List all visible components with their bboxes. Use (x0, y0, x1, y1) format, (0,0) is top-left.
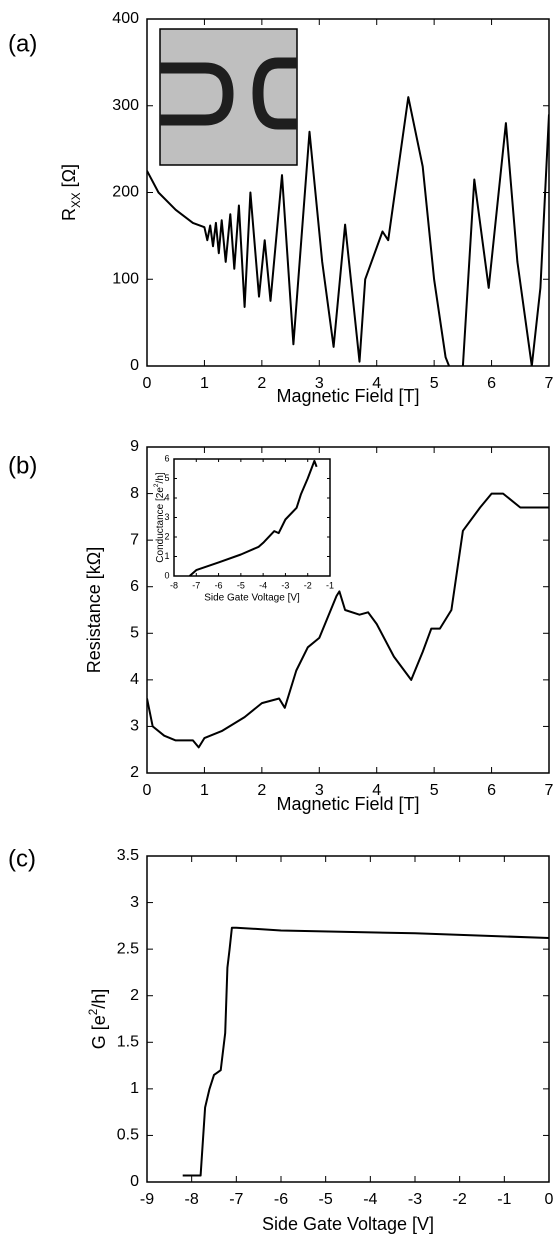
y-axis-label: Conductance [2e2/h] (153, 472, 165, 563)
y-tick-label: 1.5 (117, 1034, 139, 1051)
y-axis-label-part: 2 (87, 1009, 100, 1016)
x-tick-label: -5 (319, 1191, 333, 1208)
data-line (188, 459, 318, 576)
x-tick-label: -9 (140, 1191, 154, 1208)
y-axis-label-part: XX (70, 192, 83, 208)
y-axis-label-part: 2 (153, 483, 160, 487)
panel: -8 -7 -6 -5 -4 -3 -2 -1 0 1 2 3 4 5 6 Side Gate Voltage… (153, 453, 334, 603)
x-tick-label: -4 (363, 1191, 377, 1208)
y-tick-label: 2 (130, 987, 139, 1004)
x-tick-label: 0 (143, 375, 152, 392)
y-tick-label: 2.5 (117, 940, 139, 957)
data-line (147, 96, 549, 366)
x-tick-label: -6 (215, 580, 223, 590)
x-tick-label: -2 (453, 1191, 467, 1208)
y-tick-label: 4 (130, 671, 139, 688)
x-tick-label: 3 (315, 782, 324, 799)
y-tick-label: 100 (112, 270, 139, 287)
y-tick-label: 0 (130, 357, 139, 374)
panel-label: (a) (8, 30, 37, 57)
panel-label: (c) (8, 845, 36, 872)
plot-frame (146, 855, 550, 1183)
panel: 0 1 2 3 4 5 6 7 0 100 200 300 400 Magnetic Field [T] R… (8, 10, 554, 406)
panel-label: (b) (8, 452, 37, 479)
x-axis-label: Side Gate Voltage [V] (204, 593, 300, 604)
y-tick-label: 0 (164, 570, 169, 580)
panel: -9 -8 -7 -6 -5 -4 -3 -2 -1 0 0 0.5 1 1.5 2 2.5 3 3.5 Side … (8, 845, 554, 1233)
y-axis-label-part: Conductance [2e (155, 487, 166, 563)
x-tick-label: 0 (545, 1191, 554, 1208)
y-tick-label: 3 (130, 718, 139, 735)
x-tick-label: -3 (281, 580, 289, 590)
y-tick-label: 6 (164, 453, 169, 463)
y-tick-label: 7 (130, 531, 139, 548)
plot-frame (146, 446, 550, 774)
x-tick-label: -8 (185, 1191, 199, 1208)
y-axis-label-part: /h] (89, 989, 109, 1009)
y-tick-label: 200 (112, 184, 139, 201)
x-tick-label: -7 (192, 580, 200, 590)
plot-frame (146, 18, 550, 367)
y-tick-label: 400 (112, 10, 139, 27)
y-tick-label: 1 (130, 1080, 139, 1097)
x-tick-label: -1 (326, 580, 334, 590)
x-tick-label: 1 (200, 782, 209, 799)
x-tick-label: 7 (545, 782, 554, 799)
y-tick-label: 2 (130, 764, 139, 781)
y-tick-label: 9 (130, 438, 139, 455)
x-axis-label: Magnetic Field [T] (276, 386, 419, 406)
data-line (147, 492, 549, 749)
y-axis-label: Resistance [kΩ] (84, 547, 104, 674)
y-tick-label: 3 (164, 512, 169, 522)
x-axis-label: Side Gate Voltage [V] (262, 1214, 434, 1234)
x-tick-label: -5 (237, 580, 245, 590)
y-axis-label: RXX [Ω] (59, 164, 83, 221)
inset-image (159, 28, 298, 166)
x-tick-label: 5 (430, 782, 439, 799)
y-tick-label: 3.5 (117, 847, 139, 864)
x-tick-label: 7 (545, 375, 554, 392)
x-tick-label: 2 (257, 782, 266, 799)
y-tick-label: 6 (130, 578, 139, 595)
plot-frame (173, 458, 331, 577)
x-tick-label: 4 (372, 782, 381, 799)
x-tick-label: 2 (257, 375, 266, 392)
x-tick-label: 6 (487, 782, 496, 799)
x-tick-label: 4 (372, 375, 381, 392)
y-axis-label-part: R (59, 208, 79, 221)
y-tick-label: 1 (164, 551, 169, 561)
y-tick-label: 4 (164, 492, 169, 502)
y-tick-label: 0.5 (117, 1127, 139, 1144)
y-axis-label: G [e2/h] (87, 989, 109, 1050)
x-tick-label: -7 (229, 1191, 243, 1208)
x-tick-label: -6 (274, 1191, 288, 1208)
y-tick-label: 5 (130, 625, 139, 642)
x-tick-label: -8 (170, 580, 178, 590)
y-tick-label: 3 (130, 894, 139, 911)
x-tick-label: 6 (487, 375, 496, 392)
x-axis-label: Magnetic Field [T] (276, 794, 419, 814)
data-line (182, 926, 549, 1177)
x-tick-label: -4 (259, 580, 267, 590)
panel: 0 1 2 3 4 5 6 7 2 3 4 5 6 7 8 9 Magnetic Field [T] Resist… (8, 438, 554, 814)
x-tick-label: 0 (143, 782, 152, 799)
y-tick-label: 8 (130, 485, 139, 502)
y-tick-label: 2 (164, 531, 169, 541)
y-axis-label-part: G [e (89, 1015, 109, 1049)
x-tick-label: 1 (200, 375, 209, 392)
x-tick-label: -2 (304, 580, 312, 590)
x-tick-label: -1 (497, 1191, 511, 1208)
x-tick-label: 3 (315, 375, 324, 392)
y-tick-label: 5 (164, 473, 169, 483)
y-tick-label: 0 (130, 1173, 139, 1190)
y-tick-label: 300 (112, 97, 139, 114)
x-tick-label: 5 (430, 375, 439, 392)
x-tick-label: -3 (408, 1191, 422, 1208)
y-axis-label-part: /h] (155, 472, 166, 483)
y-axis-label-part: [Ω] (59, 164, 79, 192)
